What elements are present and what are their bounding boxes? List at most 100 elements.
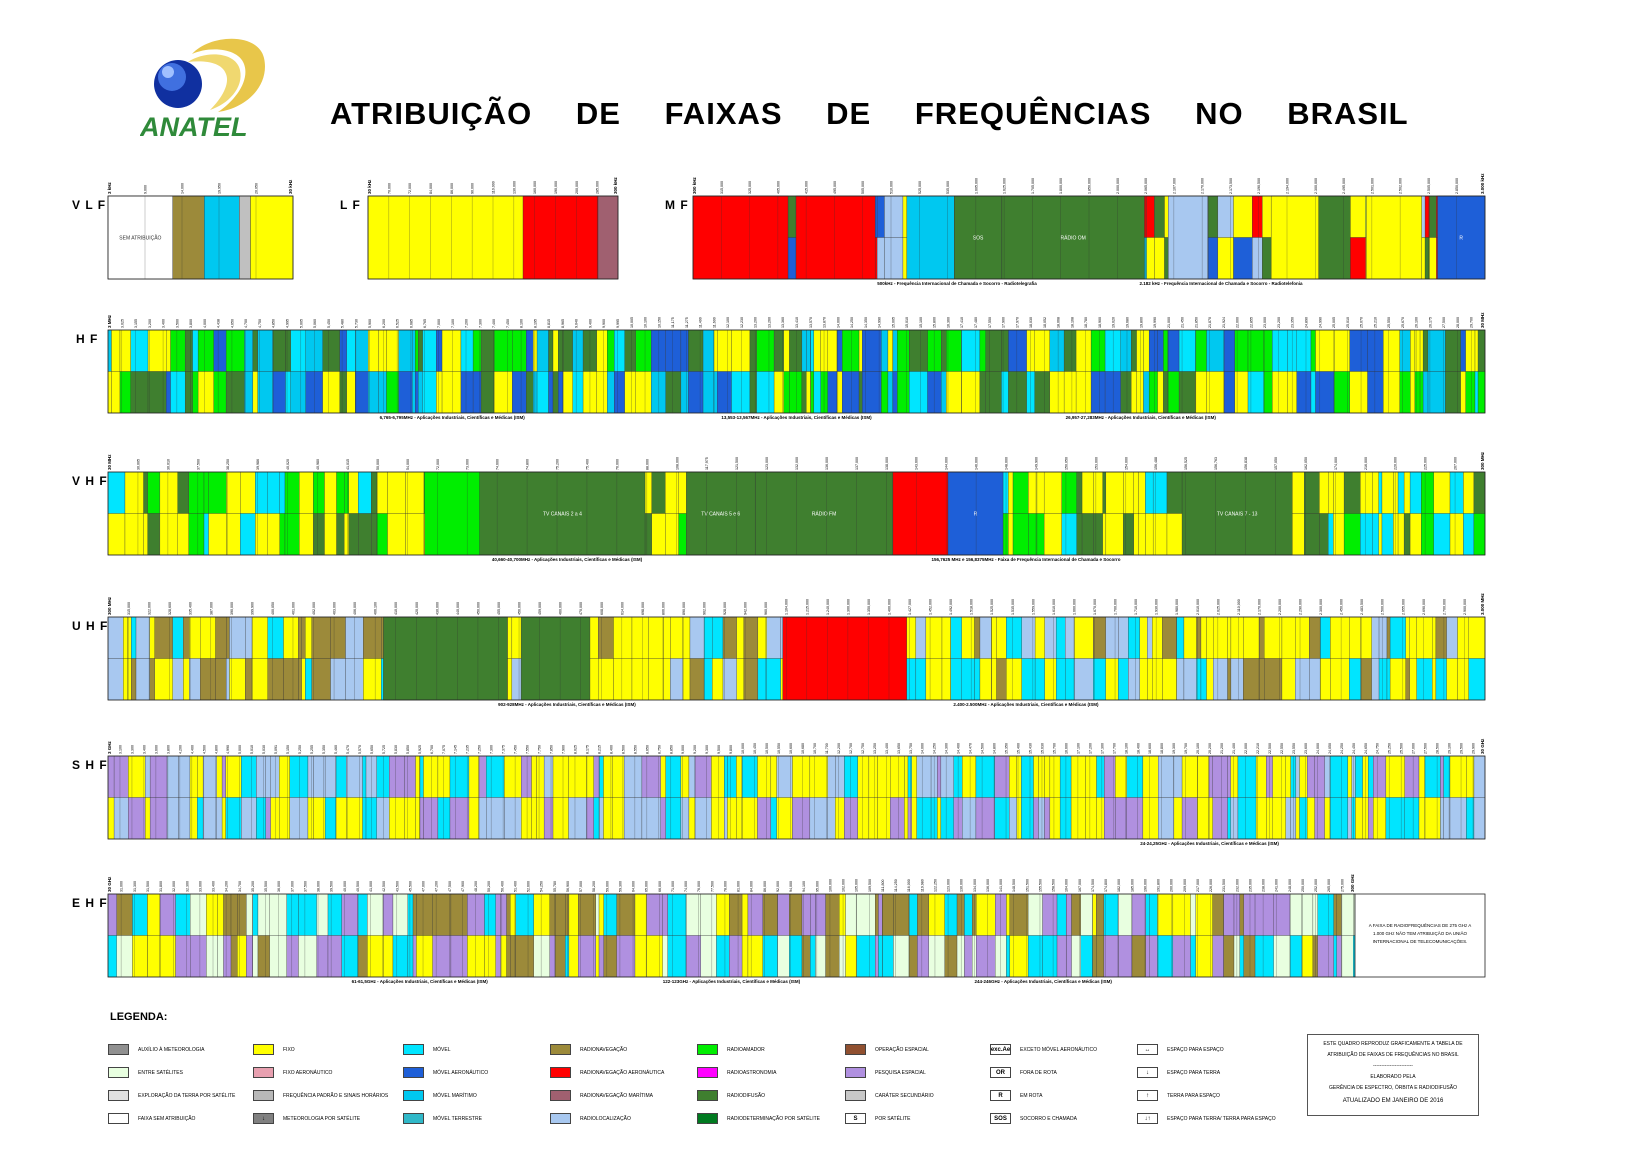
note-separator: ------------------------ xyxy=(1373,1063,1413,1069)
alloc-block xyxy=(305,658,312,701)
alloc-block xyxy=(682,658,691,701)
alloc-block xyxy=(257,935,270,978)
alloc-block xyxy=(820,371,828,414)
alloc-block xyxy=(1378,658,1388,701)
alloc-block xyxy=(1243,616,1260,659)
alloc-block xyxy=(1424,237,1430,280)
alloc-block xyxy=(378,329,387,372)
tick-label: 231,500 xyxy=(1222,879,1226,892)
alloc-block xyxy=(1148,371,1158,414)
alloc-block xyxy=(1145,513,1154,556)
alloc-block xyxy=(336,471,345,514)
alloc-block xyxy=(1143,371,1150,414)
block-label: SEM ATRIBUIÇÃO xyxy=(119,235,161,242)
alloc-block xyxy=(915,658,927,701)
tick-label: 2.110,000 xyxy=(1237,599,1241,615)
alloc-block xyxy=(188,513,205,556)
alloc-block xyxy=(202,797,217,840)
alloc-block xyxy=(548,329,554,372)
tick-label: 148,000 xyxy=(1005,457,1009,470)
alloc-block xyxy=(1006,935,1011,978)
alloc-block xyxy=(371,513,378,556)
tick-label: 495,000 xyxy=(833,181,837,194)
alloc-block xyxy=(1299,755,1308,798)
alloc-block xyxy=(634,893,647,936)
band-frame xyxy=(107,755,1486,840)
alloc-block xyxy=(776,797,793,840)
tick-label: 185,000 xyxy=(1130,879,1134,892)
tick-label: 2.505,000 xyxy=(1427,178,1431,194)
alloc-block xyxy=(154,658,173,701)
alloc-block xyxy=(976,893,996,936)
alloc-block xyxy=(1190,893,1196,936)
tick-label: 30 MHz xyxy=(107,454,112,470)
alloc-block xyxy=(1093,513,1103,556)
alloc-block xyxy=(1212,755,1228,798)
alloc-block xyxy=(423,755,439,798)
alloc-block xyxy=(1223,371,1235,414)
legend-label: FAIXA SEM ATRIBUIÇÃO xyxy=(138,1115,196,1122)
alloc-block xyxy=(107,797,115,840)
alloc-block xyxy=(245,616,253,659)
legend-item: RADIODIFUSÃO xyxy=(697,1090,765,1101)
alloc-block xyxy=(1389,616,1406,659)
legend-label: FREQUÊNCIA PADRÃO E SINAIS HORÁRIOS xyxy=(283,1092,389,1099)
tick-label: 27,500 xyxy=(1424,743,1428,754)
alloc-block xyxy=(1146,237,1155,280)
alloc-block xyxy=(890,755,905,798)
alloc-block xyxy=(631,658,649,701)
tick-label: 17,200 xyxy=(1088,743,1092,754)
alloc-block xyxy=(825,935,840,978)
tick-label: 30 kHz xyxy=(288,179,293,194)
alloc-block xyxy=(1383,329,1401,372)
alloc-block xyxy=(789,329,803,372)
alloc-block xyxy=(130,371,149,414)
tick-label: 47,500 xyxy=(448,881,452,892)
tick-label: 405,000 xyxy=(776,181,780,194)
alloc-block xyxy=(322,329,341,372)
alloc-block xyxy=(450,935,468,978)
legend-label: ESPAÇO PARA TERRA xyxy=(1167,1069,1221,1076)
alloc-block xyxy=(612,755,625,798)
alloc-block xyxy=(223,893,232,936)
alloc-block xyxy=(166,329,171,372)
tick-label: 27,500 xyxy=(1442,317,1446,328)
tick-label: 88,000 xyxy=(645,459,649,470)
tick-label: 164,000 xyxy=(1065,879,1069,892)
alloc-block xyxy=(578,935,597,978)
tick-label: 24,650 xyxy=(1364,743,1368,754)
alloc-block xyxy=(862,329,882,372)
alloc-block xyxy=(367,893,384,936)
alloc-block-major xyxy=(1437,195,1486,280)
alloc-block xyxy=(376,797,390,840)
alloc-block xyxy=(267,471,280,514)
legend-label: MÓVEL TERRESTRE xyxy=(433,1115,482,1122)
tick-label: 5,150 xyxy=(286,745,290,754)
alloc-block xyxy=(741,893,749,936)
alloc-block xyxy=(415,329,419,372)
band-note: 2.182 kHz - Frequência Internacional de … xyxy=(1139,281,1303,286)
alloc-block xyxy=(1414,329,1421,372)
alloc-block xyxy=(345,616,364,659)
tick-label: 15,800 xyxy=(933,317,937,328)
alloc-block xyxy=(634,935,647,978)
alloc-block xyxy=(363,658,382,701)
alloc-block xyxy=(599,797,604,840)
alloc-block xyxy=(598,616,614,659)
alloc-block xyxy=(1429,237,1437,280)
alloc-block xyxy=(770,797,777,840)
legend-label: ESPAÇO PARA ESPAÇO xyxy=(1167,1046,1224,1053)
alloc-block-major xyxy=(692,195,789,280)
alloc-block xyxy=(1416,616,1433,659)
alloc-block xyxy=(1295,658,1310,701)
alloc-block xyxy=(916,755,932,798)
tick-label: 123,000 xyxy=(765,457,769,470)
alloc-block xyxy=(213,329,227,372)
alloc-block xyxy=(593,797,600,840)
alloc-block xyxy=(1063,329,1077,372)
band-note: 24-24,25GHz - Aplicações Industriais, Ci… xyxy=(1140,841,1279,846)
tick-label: 13,650 xyxy=(897,743,901,754)
alloc-block xyxy=(1239,893,1244,936)
tick-label: 275,000 xyxy=(1340,879,1344,892)
tick-label: 1.700,000 xyxy=(1114,599,1118,615)
